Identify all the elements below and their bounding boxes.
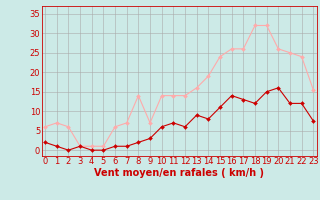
X-axis label: Vent moyen/en rafales ( km/h ): Vent moyen/en rafales ( km/h ) <box>94 168 264 178</box>
